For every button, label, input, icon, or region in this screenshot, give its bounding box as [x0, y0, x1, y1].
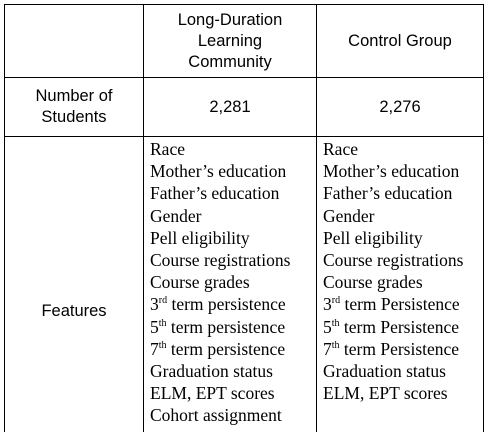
feature-text: Father’s education [150, 183, 280, 204]
feature-ordinal-suffix: th [331, 317, 340, 329]
feature-ordinal-suffix: th [158, 317, 167, 329]
feature-list-item: Gender [150, 205, 316, 227]
feature-list-item: Race [323, 138, 483, 160]
feature-text: Mother’s education [150, 161, 287, 182]
feature-text: term persistence [166, 316, 286, 337]
feature-list-item: Course registrations [150, 249, 316, 271]
students-label-line: Students [41, 108, 107, 126]
feature-list-item: Course grades [323, 271, 483, 293]
feature-list-item: Pell eligibility [323, 227, 483, 249]
feature-list-item: Father’s education [150, 182, 316, 204]
feature-ordinal-suffix: th [331, 339, 340, 351]
feature-text: Graduation status [323, 360, 446, 381]
students-control-value: 2,276 [316, 77, 484, 137]
feature-text: ELM, EPT scores [323, 383, 448, 404]
feature-text: term Persistence [339, 316, 460, 337]
header-ldlc-line: Community [188, 52, 272, 71]
header-ldlc-line: Learning [197, 31, 263, 50]
feature-ordinal-number: 5 [150, 316, 159, 337]
feature-list-item: Graduation status [323, 360, 483, 382]
feature-ordinal-suffix: rd [331, 295, 341, 307]
feature-list-item: Mother’s education [150, 160, 316, 182]
feature-ordinal-number: 5 [323, 316, 332, 337]
students-label-cell: Number of Students [4, 77, 144, 137]
feature-list-item: 7th term persistence [150, 338, 316, 360]
comparison-table: Long-Duration Learning Community Control… [4, 4, 484, 432]
features-control-list: Race Mother’s education Father’s education… [317, 137, 483, 404]
feature-text: Gender [323, 205, 375, 226]
feature-list-item: Race [150, 138, 316, 160]
header-ldlc-line: Long-Duration [177, 10, 283, 29]
features-control-cell: Race Mother’s education Father’s education… [316, 136, 484, 432]
feature-ordinal-number: 7 [150, 338, 159, 359]
feature-ordinal-suffix: th [158, 339, 167, 351]
feature-text: Gender [150, 205, 202, 226]
feature-text: Mother’s education [323, 161, 460, 182]
header-corner-cell [4, 4, 144, 78]
feature-text: Race [323, 139, 358, 159]
table-row-students: Number of Students 2,281 2,276 [4, 77, 484, 137]
feature-ordinal-number: 7 [323, 338, 332, 359]
feature-list-item: 5th term Persistence [323, 316, 483, 338]
feature-list-item: 3rd term Persistence [323, 293, 483, 315]
students-ldlc-value: 2,281 [143, 77, 317, 137]
feature-text: Course grades [323, 272, 423, 293]
feature-text: Course registrations [150, 249, 291, 270]
features-label-cell: Features [4, 136, 144, 432]
students-label-line: Number of [35, 87, 113, 105]
feature-list-item: Father’s education [323, 182, 483, 204]
feature-text: term Persistence [340, 294, 460, 315]
feature-text: Race [150, 139, 185, 159]
features-ldlc-list: Race Mother’s education Father’s education… [144, 137, 316, 426]
feature-text: ELM, EPT scores [150, 383, 275, 404]
table-row-features: Features Race Mother’s education Father’s … [4, 136, 484, 432]
table-header-row: Long-Duration Learning Community Control… [4, 4, 484, 78]
feature-list-item: ELM, EPT scores [150, 382, 316, 404]
feature-list-item: ELM, EPT scores [323, 382, 483, 404]
feature-text: Course registrations [323, 249, 464, 270]
feature-text: term persistence [166, 338, 286, 359]
feature-list-item: 5th term persistence [150, 316, 316, 338]
feature-text: Pell eligibility [150, 227, 250, 248]
feature-list-item: Graduation status [150, 360, 316, 382]
features-ldlc-cell: Race Mother’s education Father’s education… [143, 136, 317, 432]
feature-list-item: Gender [323, 205, 483, 227]
header-control-cell: Control Group [316, 4, 484, 78]
feature-list-item: Cohort assignment [150, 404, 316, 426]
feature-text: Pell eligibility [323, 227, 423, 248]
feature-list-item: 7th term Persistence [323, 338, 483, 360]
feature-list-item: Pell eligibility [150, 227, 316, 249]
feature-list-item: Course grades [150, 271, 316, 293]
feature-text: Cohort assignment [150, 405, 282, 426]
feature-ordinal-number: 3 [150, 294, 159, 315]
feature-list-item: 3rd term persistence [150, 293, 316, 315]
feature-list-item: Mother’s education [323, 160, 483, 182]
feature-ordinal-suffix: rd [158, 295, 168, 307]
feature-text: Graduation status [150, 360, 273, 381]
feature-text: term persistence [167, 294, 286, 315]
header-ldlc-cell: Long-Duration Learning Community [143, 4, 317, 78]
feature-ordinal-number: 3 [323, 294, 332, 315]
feature-text: Father’s education [323, 183, 453, 204]
feature-list-item: Course registrations [323, 249, 483, 271]
feature-text: term Persistence [339, 338, 460, 359]
feature-text: Course grades [150, 272, 250, 293]
